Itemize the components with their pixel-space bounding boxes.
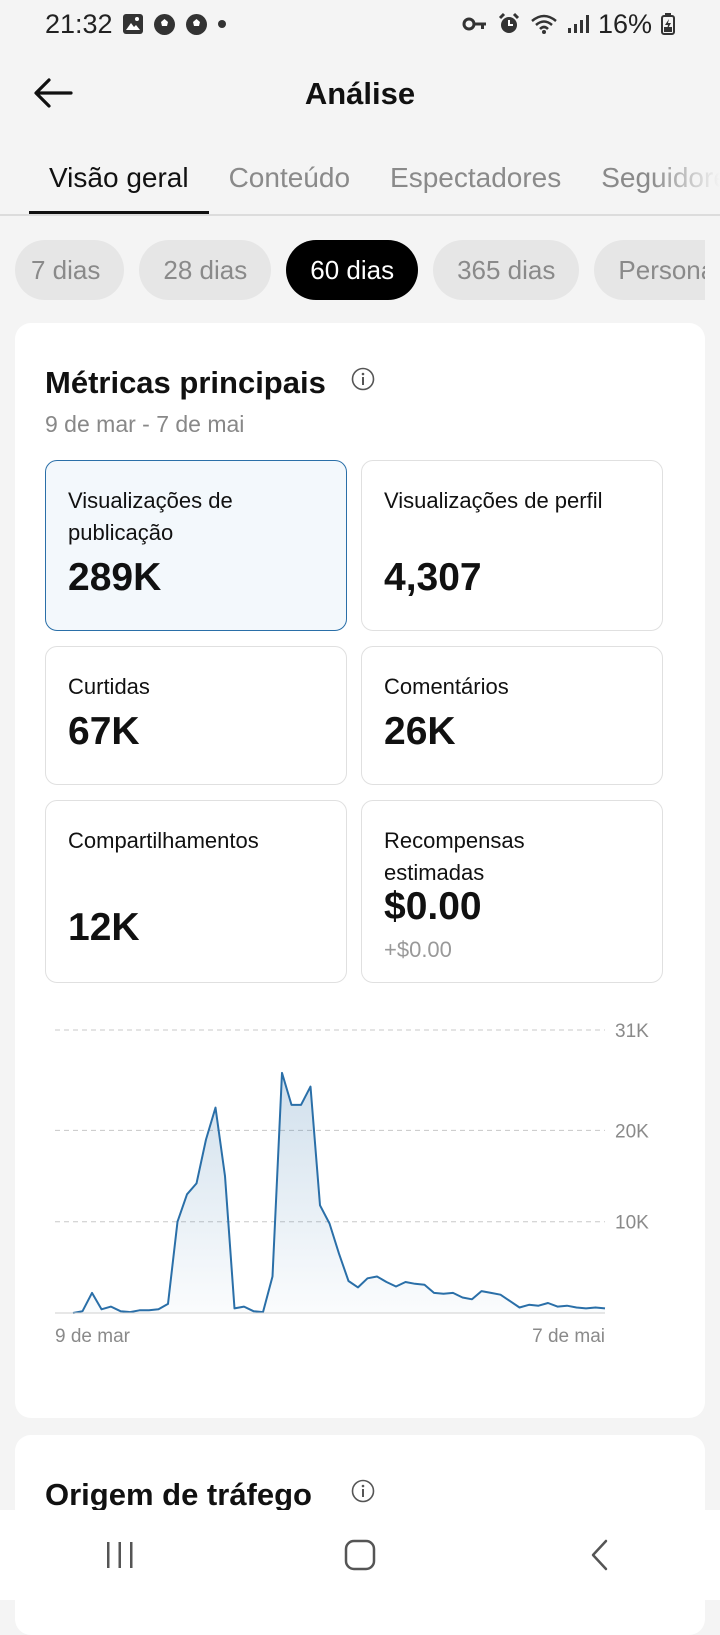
period-chip-60-days[interactable]: 60 dias [286, 240, 419, 300]
tab-overview[interactable]: Visão geral [29, 140, 209, 214]
metric-label: Visualizações de publicação [68, 488, 233, 545]
tab-viewers[interactable]: Espectadores [390, 162, 562, 193]
key-metrics-card: Métricas principais 9 de mar - 7 de mai … [15, 323, 705, 1418]
info-icon[interactable] [351, 367, 375, 396]
tab-content[interactable]: Conteúdo [228, 162, 351, 193]
metric-value: 26K [384, 710, 456, 753]
metric-label: Comentários [384, 674, 509, 699]
metric-label: Curtidas [68, 674, 150, 699]
y-tick-label: 20K [615, 1121, 649, 1142]
info-icon[interactable] [351, 1479, 375, 1508]
metric-estimated-rewards[interactable]: Recompensas estimadas $0.00 +$0.00 [361, 800, 663, 983]
metric-profile-views[interactable]: Visualizações de perfil 4,307 [361, 460, 663, 631]
metric-shares[interactable]: Compartilhamentos 12K [45, 800, 347, 983]
app-header: Análise [0, 48, 720, 140]
system-back-button[interactable] [560, 1525, 640, 1585]
tab-bar: Visão geral Conteúdo Espectadores Seguid… [0, 140, 720, 216]
chart-line [72, 1071, 606, 1314]
system-navigation-bar [0, 1510, 720, 1600]
period-chip-365-days[interactable]: 365 dias [433, 240, 580, 300]
recent-apps-icon [107, 1542, 133, 1568]
post-views-chart: 9 de mar 7 de mai 10K 20K 31K [15, 1003, 705, 1383]
tabs-fade-overlay [650, 140, 720, 212]
vpn-key-icon [462, 16, 488, 32]
metric-value: 67K [68, 710, 140, 753]
status-time: 21:32 [45, 8, 113, 39]
date-range: 9 de mar - 7 de mai [45, 411, 245, 437]
back-button[interactable] [28, 68, 78, 118]
chart-area [73, 1072, 605, 1313]
metric-comments[interactable]: Comentários 26K [361, 646, 663, 785]
status-right: 16% [462, 9, 675, 40]
wifi-icon [530, 13, 558, 35]
metric-label: Compartilhamentos [68, 828, 259, 853]
y-tick-label: 10K [615, 1213, 649, 1234]
gallery-notification-icon [122, 13, 144, 35]
metric-value: 12K [68, 906, 140, 949]
x-start-label: 9 de mar [55, 1326, 131, 1347]
home-icon [344, 1539, 376, 1571]
status-bar: 21:32 16% [0, 0, 720, 48]
period-selector: 7 dias 28 dias 60 dias 365 dias Personal… [15, 240, 705, 300]
back-arrow-icon [34, 78, 73, 108]
soccer-ball-icon [153, 13, 176, 36]
metric-label: Visualizações de perfil [384, 488, 603, 513]
signal-icon [567, 14, 589, 34]
period-chip-7-days[interactable]: 7 dias [15, 240, 125, 300]
battery-percent: 16% [597, 8, 652, 39]
metric-likes[interactable]: Curtidas 67K [45, 646, 347, 785]
metric-value: 289K [68, 556, 162, 599]
status-left: 21:32 [45, 9, 227, 40]
recent-apps-button[interactable] [80, 1525, 160, 1585]
traffic-origin-title: Origem de tráfego [45, 1477, 312, 1512]
metric-label: Recompensas estimadas [384, 828, 525, 885]
alarm-icon [497, 12, 521, 36]
period-chip-custom[interactable]: Personalizado [594, 240, 705, 300]
x-end-label: 7 de mai [532, 1326, 605, 1347]
chart-svg: 9 de mar 7 de mai 10K 20K 31K [55, 1021, 649, 1347]
y-tick-label: 31K [615, 1021, 649, 1042]
key-metrics-title: Métricas principais [45, 365, 326, 400]
more-notifications-dot-icon [217, 19, 227, 29]
soccer-ball-icon-2 [185, 13, 208, 36]
metric-post-views[interactable]: Visualizações de publicação 289K [45, 460, 347, 631]
battery-charging-icon [661, 13, 675, 35]
metric-sub-value: +$0.00 [384, 937, 452, 962]
metric-value: $0.00 [384, 885, 482, 928]
home-button[interactable] [320, 1525, 400, 1585]
period-chip-28-days[interactable]: 28 dias [139, 240, 272, 300]
page-title: Análise [304, 76, 416, 111]
metric-value: 4,307 [384, 556, 482, 599]
system-back-icon [591, 1539, 608, 1571]
